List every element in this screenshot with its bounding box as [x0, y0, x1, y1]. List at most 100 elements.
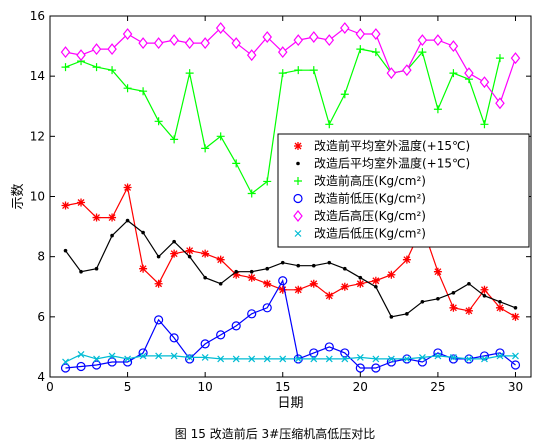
- x-marker: [124, 355, 132, 363]
- series-6: [62, 351, 519, 366]
- dot-marker: [156, 254, 161, 259]
- dot-marker: [234, 269, 238, 274]
- asterisk-marker: [247, 273, 256, 282]
- circle-marker: [138, 348, 148, 358]
- diamond-marker: [479, 76, 490, 89]
- dot-marker: [389, 315, 394, 319]
- asterisk-marker: [201, 249, 210, 258]
- x-marker: [93, 355, 100, 363]
- diamond-marker: [122, 28, 133, 41]
- plus-marker: [61, 63, 70, 72]
- x-tick-label: 20: [353, 380, 368, 394]
- series-5: [60, 22, 521, 110]
- asterisk-marker: [154, 279, 163, 288]
- circle-marker: [448, 354, 459, 364]
- circle-marker: [309, 348, 319, 358]
- series-1: [61, 183, 520, 321]
- asterisk-marker: [61, 201, 70, 210]
- y-tick-label: 4: [37, 370, 45, 384]
- dot-marker: [125, 218, 130, 223]
- y-tick-label: 6: [37, 310, 45, 324]
- dot-marker: [513, 306, 518, 310]
- x-marker: [481, 355, 488, 363]
- diamond-marker: [231, 37, 241, 50]
- legend-label: 改造前高压(Kg/cm²): [314, 173, 426, 188]
- series-line: [65, 185, 516, 318]
- diamond-marker: [246, 49, 257, 62]
- y-tick-label: 12: [30, 129, 45, 143]
- plus-marker: [309, 66, 318, 75]
- x-marker: [186, 354, 194, 361]
- circle-marker: [122, 357, 133, 367]
- plus-marker: [185, 69, 194, 78]
- x-tick-label: 15: [275, 380, 290, 394]
- dot-marker: [358, 275, 363, 280]
- diamond-marker: [262, 31, 272, 44]
- dot-marker: [498, 299, 502, 304]
- x-marker: [139, 352, 147, 360]
- circle-marker: [91, 360, 102, 370]
- x-marker: [449, 354, 457, 361]
- plus-marker: [294, 66, 303, 75]
- dot-marker: [265, 266, 270, 271]
- series-layer: [60, 22, 521, 373]
- x-marker: [170, 352, 178, 360]
- y-tick-label: 14: [30, 69, 45, 83]
- x-tick-label: 10: [198, 380, 213, 394]
- plus-marker: [356, 45, 365, 54]
- diamond-marker: [324, 34, 335, 47]
- circle-marker: [154, 315, 164, 325]
- circle-marker: [169, 333, 179, 343]
- circle-marker: [216, 330, 226, 340]
- asterisk-marker: [232, 270, 241, 279]
- dot-marker: [94, 266, 99, 271]
- circle-marker: [60, 363, 71, 373]
- circle-marker: [510, 360, 521, 370]
- x-marker: [512, 352, 519, 360]
- diamond-marker: [277, 46, 288, 59]
- plus-marker: [371, 48, 380, 57]
- dot-marker: [141, 230, 145, 235]
- asterisk-marker: [464, 306, 473, 315]
- legend-label: 改造后高压(Kg/cm²): [314, 208, 426, 223]
- circle-marker: [433, 348, 443, 358]
- plus-marker: [263, 177, 272, 186]
- plus-marker: [278, 69, 287, 78]
- plus-marker: [139, 87, 148, 96]
- plus-marker: [201, 144, 210, 153]
- diamond-marker: [293, 34, 304, 47]
- diamond-marker: [433, 34, 443, 47]
- dot-marker: [172, 239, 176, 244]
- dot-marker: [405, 312, 409, 316]
- asterisk-marker: [170, 249, 179, 258]
- figure-caption: 图 15 改造前后 3#压缩机高低压对比: [174, 427, 376, 441]
- plus-marker: [480, 120, 489, 129]
- y-tick-label: 10: [30, 190, 45, 204]
- circle-marker: [247, 309, 257, 319]
- diamond-marker: [91, 43, 102, 56]
- circle-marker: [479, 351, 490, 361]
- x-marker: [372, 355, 380, 363]
- y-tick-label: 16: [30, 9, 45, 23]
- plus-marker: [433, 105, 442, 114]
- legend: 改造前平均室外温度(+15℃) 改造后平均室外温度(+15℃) 改造前高压(Kg/c…: [277, 133, 530, 248]
- diamond-marker: [169, 34, 179, 47]
- asterisk-marker: [216, 255, 225, 264]
- diamond-marker: [402, 64, 412, 77]
- legend-label: 改造前平均室外温度(+15℃): [314, 138, 470, 153]
- diamond-marker: [293, 210, 303, 222]
- x-marker: [217, 355, 225, 363]
- asterisk-marker: [309, 279, 318, 288]
- asterisk-marker: [92, 213, 101, 222]
- circle-marker: [293, 193, 303, 204]
- asterisk-marker: [480, 285, 489, 294]
- asterisk-marker: [449, 303, 458, 312]
- circle-marker: [200, 339, 210, 349]
- circle-marker: [324, 342, 334, 352]
- asterisk-marker: [511, 312, 520, 321]
- circle-marker: [386, 357, 396, 367]
- diamond-marker: [309, 31, 319, 44]
- asterisk-marker: [387, 270, 396, 279]
- legend-label: 改造后平均室外温度(+15℃): [314, 156, 470, 171]
- legend-label: 改造前低压(Kg/cm²): [314, 191, 426, 206]
